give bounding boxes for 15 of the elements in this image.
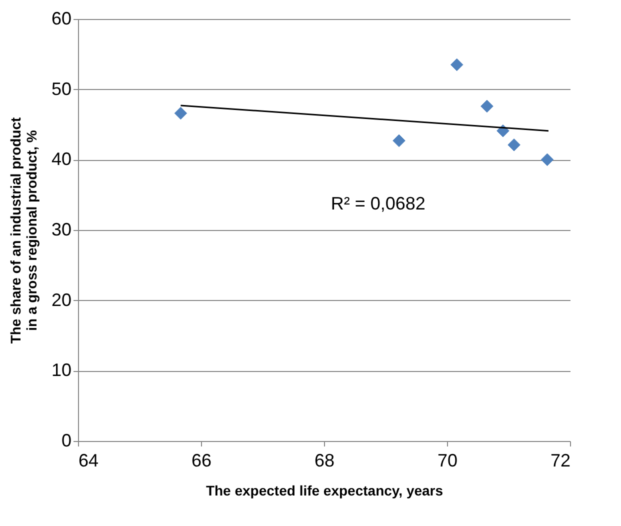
x-tick-label: 70 [437, 450, 458, 470]
x-tick-label: 72 [550, 450, 570, 470]
x-tick-label: 66 [191, 450, 212, 470]
y-axis-title: The share of an industrial product in a gross regional product, % [7, 116, 40, 344]
y-tick-label: 0 [61, 430, 72, 450]
y-tick-label: 30 [51, 220, 72, 240]
y-tick-label: 50 [51, 78, 72, 99]
annotation: R² = 0,0682 [330, 194, 426, 214]
y-tick-label: 40 [51, 149, 72, 170]
y-tick-label: 10 [51, 360, 72, 380]
x-axis-title: The expected life expectancy, years [206, 482, 444, 498]
x-tick-label: 68 [314, 450, 335, 470]
x-tick-label: 64 [78, 450, 99, 470]
y-tick-label: 60 [51, 8, 72, 28]
y-tick-label: 20 [51, 290, 72, 310]
